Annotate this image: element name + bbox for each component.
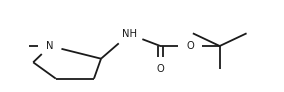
- Text: O: O: [156, 64, 164, 74]
- Text: N: N: [46, 41, 54, 51]
- Text: O: O: [186, 41, 194, 51]
- Text: NH: NH: [122, 29, 137, 39]
